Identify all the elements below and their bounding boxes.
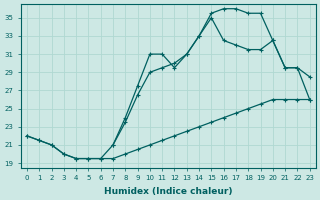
X-axis label: Humidex (Indice chaleur): Humidex (Indice chaleur) <box>104 187 233 196</box>
